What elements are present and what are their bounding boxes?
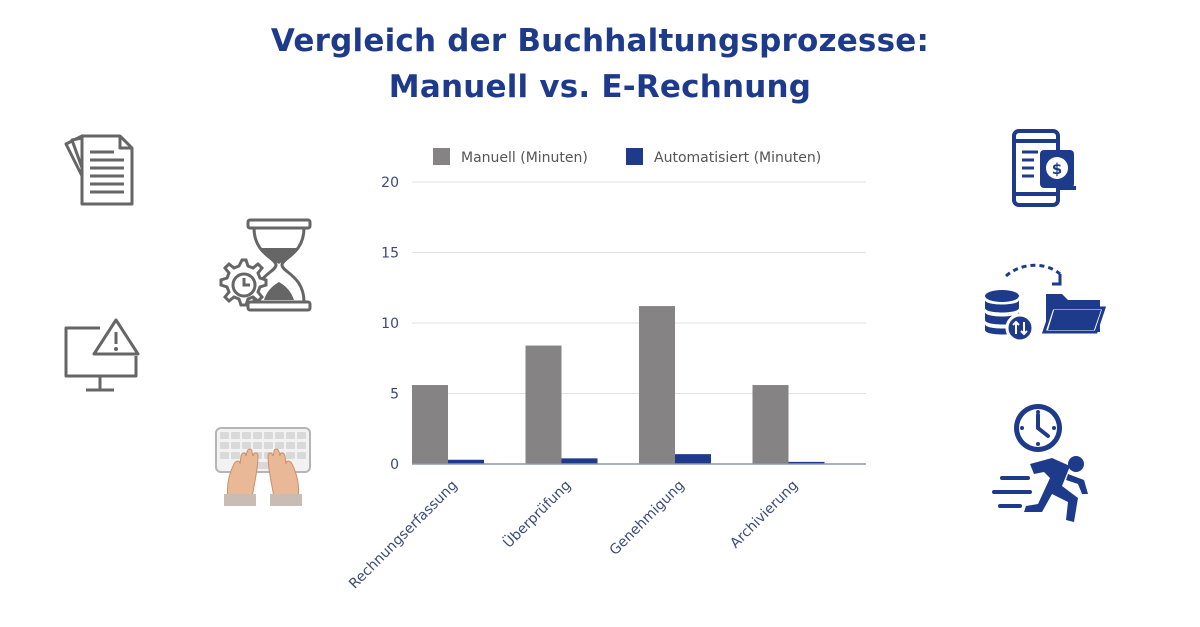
documents-icon — [64, 134, 134, 206]
title-line-1: Vergleich der Buchhaltungsprozesse: — [270, 23, 930, 59]
bar-automated — [561, 458, 598, 464]
legend-swatch — [433, 148, 450, 165]
svg-text:$: $ — [1052, 160, 1062, 178]
bar-automated — [448, 459, 484, 464]
mobile-payment-icon: $ — [1012, 129, 1076, 207]
legend-swatch — [626, 148, 643, 165]
monitor-warning-icon — [64, 318, 140, 392]
page-title: Vergleich der Buchhaltungsprozesse: Manu… — [0, 18, 1200, 110]
x-category-label: Archivierung — [727, 478, 801, 552]
y-tick-label: 20 — [381, 175, 399, 191]
bar-manual — [752, 385, 789, 464]
hourglass-gear-icon — [219, 218, 312, 312]
legend-label: Automatisiert (Minuten) — [654, 150, 821, 166]
x-category-label: Überprüfung — [499, 476, 574, 551]
clock-running-person-icon — [992, 404, 1088, 522]
bar-manual — [639, 306, 675, 464]
x-category-label: Rechnungserfassung — [346, 478, 461, 593]
database-transfer-folder-icon — [985, 263, 1106, 343]
y-tick-label: 10 — [381, 316, 399, 332]
y-tick-label: 0 — [390, 457, 399, 473]
bar-automated — [788, 461, 825, 464]
bar-manual — [412, 385, 448, 464]
bar-automated — [675, 454, 711, 464]
typing-keyboard-icon — [215, 427, 311, 506]
y-tick-label: 5 — [390, 387, 399, 403]
title-line-2: Manuell vs. E-Rechnung — [388, 69, 812, 105]
x-category-label: Genehmigung — [607, 478, 688, 559]
bar-manual — [525, 345, 562, 464]
y-tick-label: 15 — [381, 246, 399, 262]
legend-label: Manuell (Minuten) — [461, 150, 588, 166]
